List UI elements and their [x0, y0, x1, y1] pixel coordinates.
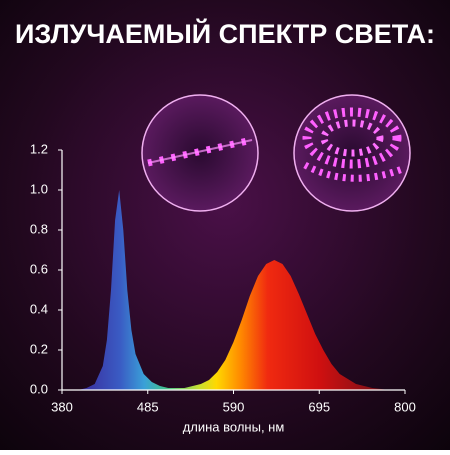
y-tick-label: 0.0	[30, 381, 48, 396]
x-axis-label: длина волны, нм	[183, 419, 285, 434]
x-tick-label: 590	[223, 399, 245, 414]
x-tick-label: 695	[308, 399, 330, 414]
x-tick-label: 485	[137, 399, 159, 414]
led-photo	[141, 94, 259, 212]
led-photo	[293, 94, 411, 212]
chart-title: ИЗЛУЧАЕМЫЙ СПЕКТР СВЕТА:	[15, 18, 435, 49]
y-tick-label: 0.4	[30, 301, 48, 316]
x-tick-label: 380	[51, 399, 73, 414]
y-tick-label: 1.2	[30, 141, 48, 156]
y-tick-label: 0.8	[30, 221, 48, 236]
y-tick-label: 0.6	[30, 261, 48, 276]
spectrum-area	[78, 190, 389, 390]
y-tick-label: 0.2	[30, 341, 48, 356]
y-tick-label: 1.0	[30, 181, 48, 196]
x-tick-label: 800	[394, 399, 416, 414]
